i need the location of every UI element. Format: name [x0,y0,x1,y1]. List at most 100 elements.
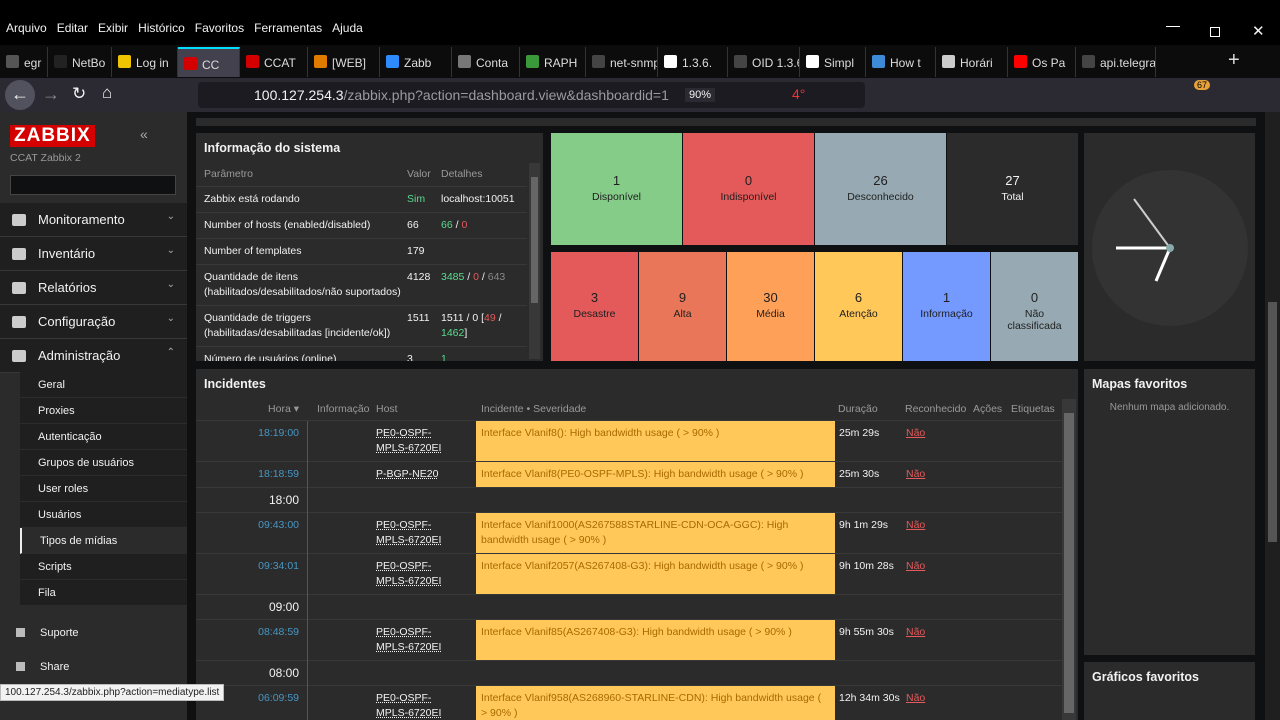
column-header: Hora ▾ [268,403,299,415]
submenu-entry[interactable]: Usuários [20,502,187,528]
tab[interactable]: Horári [936,47,1008,77]
back[interactable]: ← [5,80,35,110]
problem[interactable]: Interface Vlanif2057(AS267408-G3): High … [476,554,835,594]
footer-entry[interactable]: Suporte [14,627,79,639]
problem[interactable]: Interface Vlanif1000(AS267588STARLINE-CD… [476,513,835,553]
detail-part: ] [464,327,468,339]
time[interactable]: 08:48:59 [258,626,299,638]
tile[interactable]: 9 Alta [639,252,726,361]
ack[interactable]: Não [906,560,926,572]
submenu-entry[interactable]: Fila [20,580,187,606]
submenu-entry[interactable]: Autenticação [20,424,187,450]
tab[interactable]: Zabb [380,47,452,77]
empty-message: Nenhum mapa adicionado. [1109,402,1230,413]
scrollbar[interactable] [1062,399,1076,720]
host[interactable]: PE0-OSPF-MPLS-6720EI [376,560,442,587]
new-tab[interactable]: + [1228,49,1240,71]
time-separator: 18:00 [268,493,299,507]
problem[interactable]: Interface Vlanif85(AS267408-G3): High ba… [476,620,835,660]
host[interactable]: PE0-OSPF-MPLS-6720EI [376,626,442,653]
tab[interactable]: Os Pa [1008,47,1076,77]
tile[interactable]: 6 Atenção [815,252,902,361]
tile[interactable]: 27 Total [947,133,1078,245]
collapse[interactable]: « [140,126,148,142]
tab[interactable]: [WEB] [308,47,380,77]
host[interactable]: PE0-OSPF-MPLS-6720EI [376,692,442,719]
zoom[interactable]: 90% [685,88,716,102]
submenu-entry[interactable]: Tipos de mídias [20,528,187,554]
widget-title: Informação do sistema [204,141,341,155]
tile[interactable]: 1 Informação [903,252,990,361]
tile[interactable]: 30 Média [727,252,814,361]
menu-item[interactable]: Histórico [138,21,185,35]
page-scrollbar[interactable] [1265,112,1280,720]
ack[interactable]: Não [906,692,926,704]
problem[interactable]: Interface Vlanif958(AS268960-STARLINE-CD… [476,686,835,720]
menu-item[interactable]: Ajuda [332,21,363,35]
search[interactable] [10,175,176,195]
tab[interactable]: RAPH [520,47,586,77]
tab[interactable]: How t [866,47,936,77]
menu-entry[interactable]: Inventário ⌄ [0,237,187,271]
tab[interactable]: CCAT [240,47,308,77]
menu-item[interactable]: Arquivo [6,21,47,35]
minimize[interactable] [1166,26,1180,27]
details: 1511 / 0 [49 / 1462] [441,311,521,341]
spacer [299,686,376,720]
host[interactable]: PE0-OSPF-MPLS-6720EI [376,519,442,546]
tab[interactable]: OID 1.3.6. [728,47,800,77]
submenu-entry[interactable]: Proxies [20,398,187,424]
menu-item[interactable]: Exibir [98,21,129,35]
maximize[interactable] [1210,27,1220,37]
menu-entry[interactable]: Administração ⌃ [0,339,187,373]
ack[interactable]: Não [906,519,926,531]
tab[interactable]: NetBo [48,47,112,77]
scrollbar[interactable] [529,163,540,359]
tab-icon [806,55,819,68]
host[interactable]: PE0-OSPF-MPLS-6720EI [376,427,442,454]
tab[interactable]: net-snmp [586,47,658,77]
tab[interactable]: Conta [452,47,520,77]
tab-title: [WEB] [332,56,367,70]
time[interactable]: 09:34:01 [258,560,299,572]
menu-entry[interactable]: Monitoramento ⌄ [0,203,187,237]
time[interactable]: 18:18:59 [258,468,299,480]
detail-part: 1462 [441,327,465,339]
close[interactable]: ✕ [1252,23,1265,40]
menu-item[interactable]: Editar [56,21,89,35]
tile[interactable]: 3 Desastre [551,252,638,361]
tab[interactable]: Log in [112,47,178,77]
tab[interactable]: api.telegra [1076,47,1156,77]
tab[interactable]: 1.3.6. [658,47,728,77]
footer-entry[interactable]: Share [14,661,69,673]
time[interactable]: 18:19:00 [258,427,299,439]
url-field[interactable]: 100.127.254.3/zabbix.php?action=dashboar… [198,82,865,108]
menu-entry[interactable]: Configuração ⌄ [0,305,187,339]
tile[interactable]: 0 Não classificada [991,252,1078,361]
tab[interactable]: CC [178,47,240,77]
ack[interactable]: Não [906,468,926,480]
submenu-entry[interactable]: User roles [20,476,187,502]
detail-part: 49 [484,312,496,324]
tile[interactable]: 26 Desconhecido [815,133,946,245]
problem[interactable]: Interface Vlanif8(): High bandwidth usag… [476,421,835,461]
tab[interactable]: Simpl [800,47,866,77]
home[interactable]: ⌂ [102,83,113,102]
tab[interactable]: egr [0,47,48,77]
ack[interactable]: Não [906,427,926,439]
tile[interactable]: 1 Disponível [551,133,682,245]
reload[interactable]: ↻ [72,84,87,103]
tile[interactable]: 0 Indisponível [683,133,814,245]
forward[interactable]: → [42,84,60,104]
time[interactable]: 06:09:59 [258,692,299,704]
submenu-entry[interactable]: Scripts [20,554,187,580]
menu-entry[interactable]: Relatórios ⌄ [0,271,187,305]
time[interactable]: 09:43:00 [258,519,299,531]
ack[interactable]: Não [906,626,926,638]
host[interactable]: P-BGP-NE20 [376,468,439,480]
menu-item[interactable]: Ferramentas [254,21,323,35]
submenu-entry[interactable]: Geral [20,372,187,398]
menu-item[interactable]: Favoritos [194,21,245,35]
problem[interactable]: Interface Vlanif8(PE0-OSPF-MPLS): High b… [476,462,835,487]
submenu-entry[interactable]: Grupos de usuários [20,450,187,476]
